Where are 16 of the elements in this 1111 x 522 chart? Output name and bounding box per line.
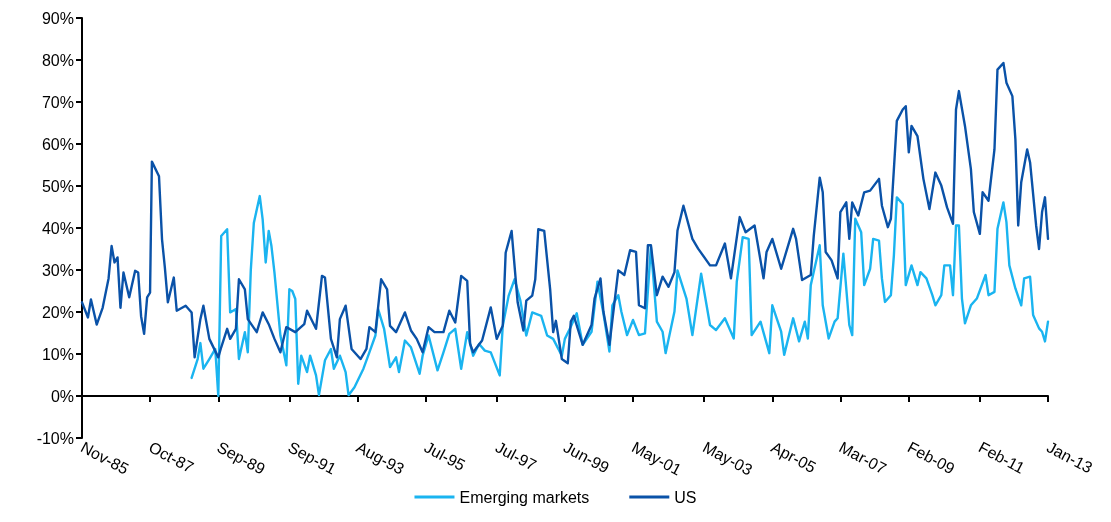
legend-label: US: [674, 488, 697, 506]
y-tick-label: 80%: [41, 51, 74, 69]
line-series: [190, 194, 1050, 398]
y-tick-label: 90%: [41, 9, 74, 27]
legend-label: Emerging markets: [459, 488, 590, 506]
y-tick-label: 60%: [41, 135, 74, 153]
y-tick-label: 40%: [41, 219, 74, 237]
y-tick-label: -10%: [36, 429, 74, 447]
y-tick-label: 30%: [41, 261, 74, 279]
y-tick-label: 70%: [41, 93, 74, 111]
y-tick-label: 50%: [41, 177, 74, 195]
line-series: [80, 61, 1050, 365]
y-tick-label: 0%: [50, 387, 74, 405]
y-tick-label: 20%: [41, 303, 74, 321]
y-tick-label: 10%: [41, 345, 74, 363]
x-tick-label: Jul-97: [492, 438, 540, 474]
